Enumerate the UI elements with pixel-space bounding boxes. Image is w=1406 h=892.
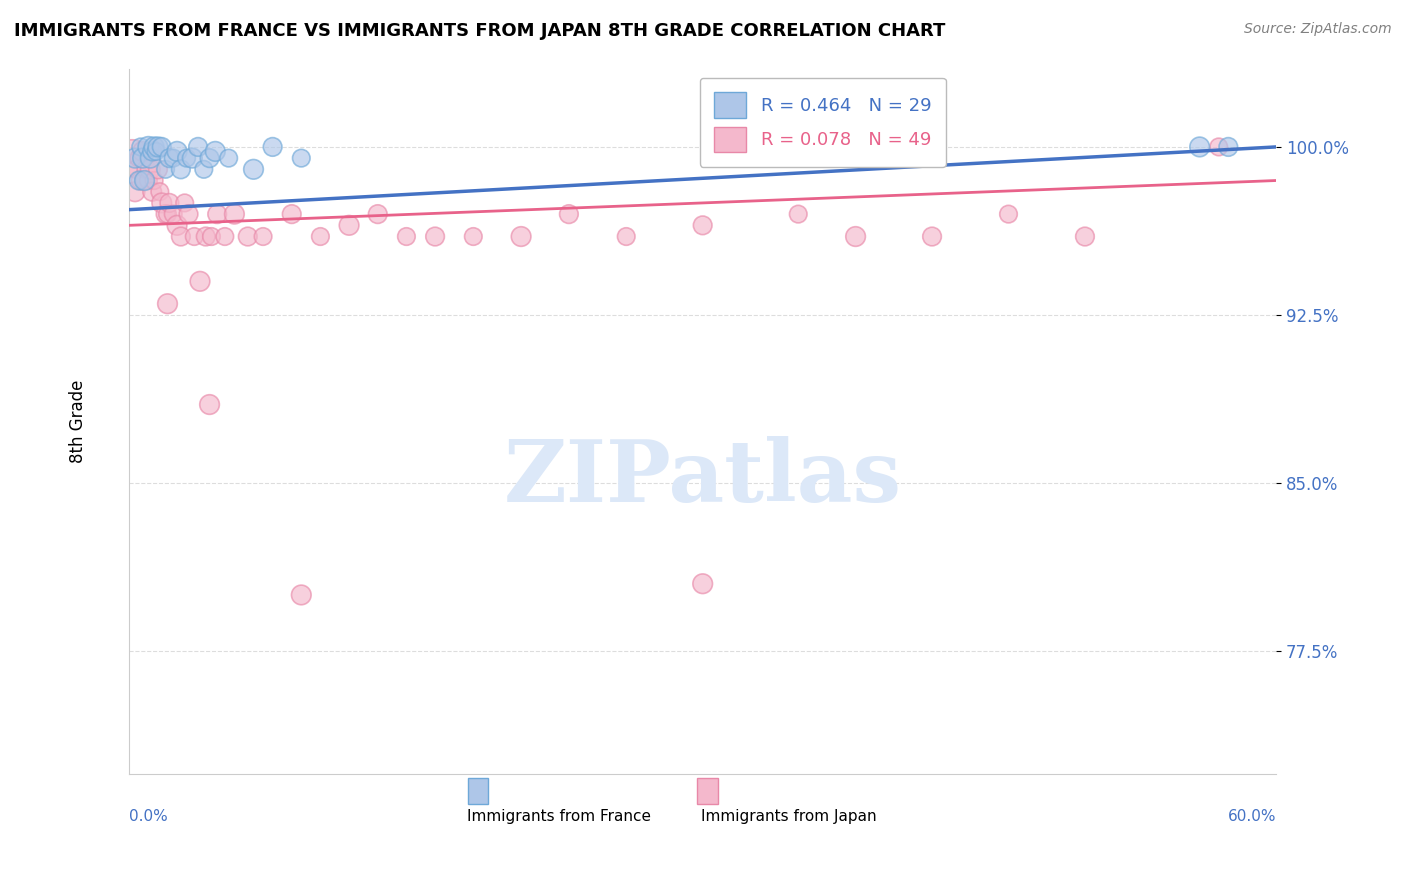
Point bbox=[128, 173, 150, 187]
Point bbox=[149, 185, 172, 199]
Point bbox=[129, 140, 152, 154]
Point bbox=[121, 151, 143, 165]
Point bbox=[176, 151, 198, 165]
FancyBboxPatch shape bbox=[697, 778, 717, 805]
Text: 60.0%: 60.0% bbox=[1227, 809, 1277, 824]
Point bbox=[1218, 140, 1240, 154]
Point bbox=[129, 173, 152, 187]
Point bbox=[125, 162, 148, 177]
Point bbox=[162, 207, 184, 221]
Point bbox=[156, 297, 179, 311]
FancyBboxPatch shape bbox=[468, 778, 488, 805]
Point bbox=[200, 229, 222, 244]
Point bbox=[170, 162, 193, 177]
Point bbox=[166, 219, 188, 233]
Point bbox=[131, 151, 153, 165]
Point bbox=[997, 207, 1019, 221]
Point bbox=[218, 151, 240, 165]
Point bbox=[1188, 140, 1211, 154]
Point bbox=[309, 229, 332, 244]
Point bbox=[143, 140, 166, 154]
Point bbox=[183, 229, 205, 244]
Text: 0.0%: 0.0% bbox=[129, 809, 169, 824]
Point bbox=[337, 219, 360, 233]
Point bbox=[558, 207, 581, 221]
Legend: R = 0.464   N = 29, R = 0.078   N = 49: R = 0.464 N = 29, R = 0.078 N = 49 bbox=[700, 78, 946, 167]
Point bbox=[242, 162, 264, 177]
Point bbox=[139, 151, 162, 165]
Point bbox=[236, 229, 259, 244]
Point bbox=[205, 207, 228, 221]
Point bbox=[157, 195, 180, 210]
Point bbox=[510, 229, 533, 244]
Text: Immigrants from France: Immigrants from France bbox=[467, 809, 651, 824]
Point bbox=[155, 162, 177, 177]
Point bbox=[177, 207, 200, 221]
Point bbox=[262, 140, 284, 154]
Point bbox=[131, 145, 153, 159]
Point bbox=[141, 145, 163, 159]
Point bbox=[614, 229, 637, 244]
Point bbox=[166, 145, 188, 159]
Point bbox=[139, 162, 162, 177]
Point bbox=[395, 229, 418, 244]
Point bbox=[124, 185, 146, 199]
Point bbox=[188, 274, 211, 288]
Point bbox=[692, 576, 714, 591]
Point bbox=[162, 151, 184, 165]
Point bbox=[1074, 229, 1097, 244]
Point bbox=[150, 195, 173, 210]
Point bbox=[155, 207, 177, 221]
Point bbox=[1208, 140, 1230, 154]
Point bbox=[198, 151, 221, 165]
Point bbox=[181, 151, 204, 165]
Point bbox=[156, 207, 179, 221]
Point bbox=[290, 588, 312, 602]
Point bbox=[214, 229, 236, 244]
Text: Immigrants from Japan: Immigrants from Japan bbox=[700, 809, 876, 824]
Point bbox=[280, 207, 302, 221]
Point bbox=[135, 162, 157, 177]
Point bbox=[138, 140, 160, 154]
Point bbox=[138, 173, 160, 187]
Point bbox=[194, 229, 217, 244]
Point bbox=[423, 229, 446, 244]
Point bbox=[170, 229, 193, 244]
Point bbox=[692, 219, 714, 233]
Point bbox=[173, 195, 195, 210]
Point bbox=[921, 229, 943, 244]
Point bbox=[150, 140, 173, 154]
Point bbox=[845, 229, 868, 244]
Point bbox=[124, 151, 146, 165]
Text: 8th Grade: 8th Grade bbox=[69, 380, 87, 463]
Point bbox=[252, 229, 274, 244]
Text: ZIPatlas: ZIPatlas bbox=[503, 436, 901, 520]
Point bbox=[204, 145, 226, 159]
Text: IMMIGRANTS FROM FRANCE VS IMMIGRANTS FROM JAPAN 8TH GRADE CORRELATION CHART: IMMIGRANTS FROM FRANCE VS IMMIGRANTS FRO… bbox=[14, 22, 945, 40]
Point bbox=[224, 207, 246, 221]
Point bbox=[146, 162, 169, 177]
Point bbox=[198, 398, 221, 412]
Point bbox=[145, 145, 167, 159]
Point bbox=[146, 140, 169, 154]
Point bbox=[193, 162, 215, 177]
Point bbox=[141, 185, 163, 199]
Point bbox=[463, 229, 485, 244]
Point bbox=[134, 173, 156, 187]
Point bbox=[143, 173, 166, 187]
Point bbox=[187, 140, 209, 154]
Point bbox=[290, 151, 312, 165]
Point bbox=[134, 173, 156, 187]
Point bbox=[367, 207, 389, 221]
Point bbox=[128, 151, 150, 165]
Text: Source: ZipAtlas.com: Source: ZipAtlas.com bbox=[1244, 22, 1392, 37]
Point bbox=[787, 207, 810, 221]
Point bbox=[157, 151, 180, 165]
